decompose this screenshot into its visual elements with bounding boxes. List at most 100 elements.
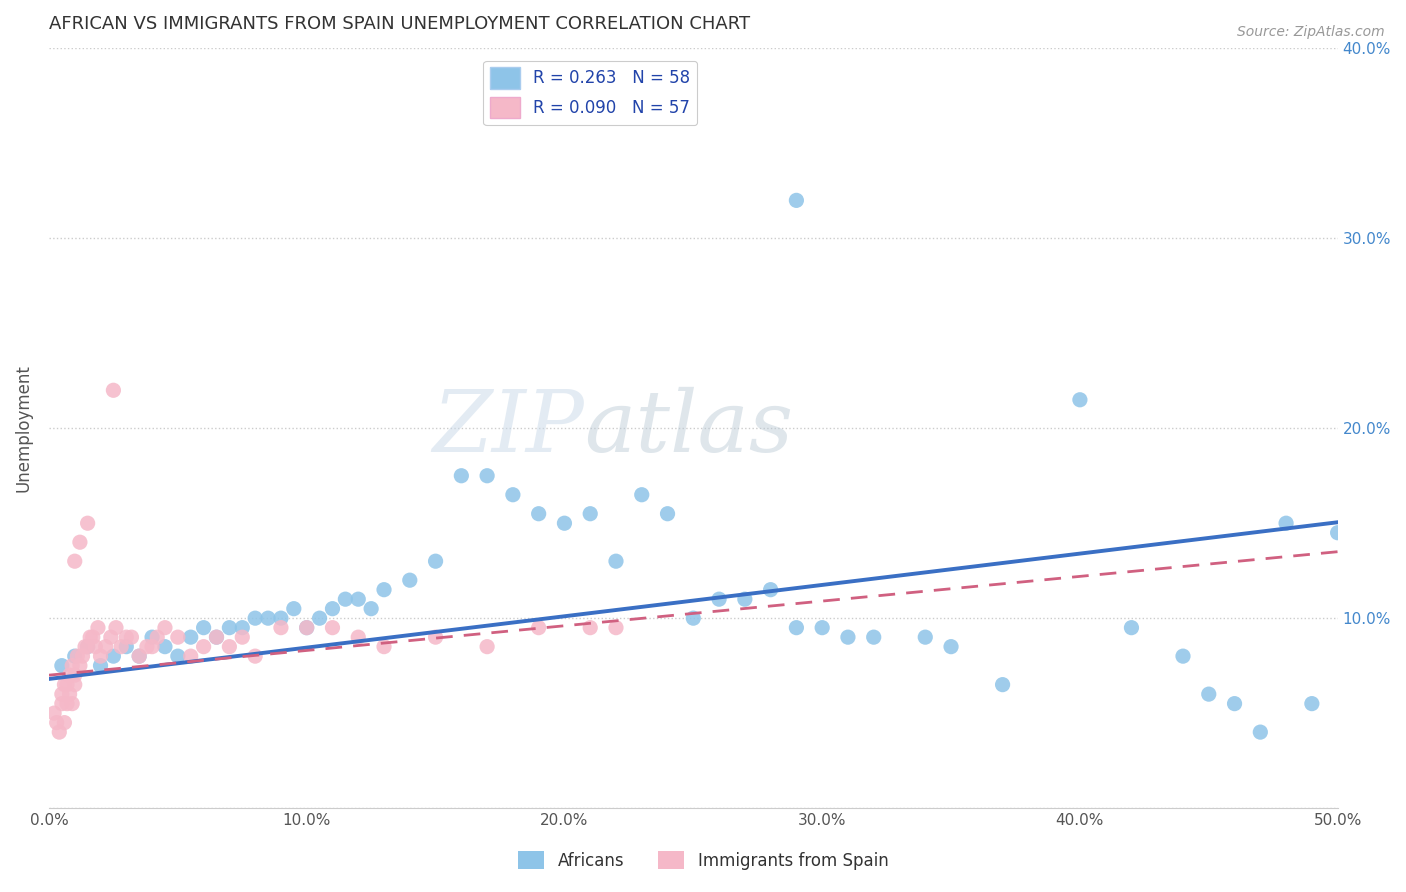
Point <box>243 649 266 664</box>
Point <box>103 649 125 664</box>
Point <box>60 697 83 711</box>
Point <box>218 640 240 654</box>
Point <box>295 621 318 635</box>
Point <box>128 649 150 664</box>
Point <box>63 668 86 682</box>
Point <box>66 649 89 664</box>
Point <box>193 640 215 654</box>
Point <box>141 640 163 654</box>
Point <box>84 640 107 654</box>
Point <box>398 573 420 587</box>
Point <box>734 592 756 607</box>
Legend: R = 0.263   N = 58, R = 0.090   N = 57: R = 0.263 N = 58, R = 0.090 N = 57 <box>484 61 697 125</box>
Point <box>373 582 395 597</box>
Legend: Africans, Immigrants from Spain: Africans, Immigrants from Spain <box>510 845 896 877</box>
Point <box>682 611 704 625</box>
Point <box>939 640 962 654</box>
Point <box>51 658 73 673</box>
Point <box>1223 697 1246 711</box>
Point <box>657 507 679 521</box>
Point <box>53 715 76 730</box>
Point <box>146 630 169 644</box>
Point <box>862 630 884 644</box>
Point <box>56 697 79 711</box>
Point <box>283 601 305 615</box>
Text: ZIP: ZIP <box>432 387 583 469</box>
Point <box>270 621 292 635</box>
Point <box>270 611 292 625</box>
Point <box>308 611 330 625</box>
Point <box>56 678 79 692</box>
Point <box>45 715 67 730</box>
Point <box>1326 525 1348 540</box>
Point <box>63 678 86 692</box>
Point <box>58 687 80 701</box>
Point <box>205 630 228 644</box>
Point <box>785 194 807 208</box>
Point <box>166 649 188 664</box>
Point <box>425 630 447 644</box>
Point <box>141 630 163 644</box>
Point <box>257 611 280 625</box>
Point <box>605 554 627 568</box>
Point <box>60 658 83 673</box>
Point <box>89 649 111 664</box>
Point <box>991 678 1014 692</box>
Point <box>231 621 253 635</box>
Text: atlas: atlas <box>583 387 793 469</box>
Point <box>63 554 86 568</box>
Point <box>914 630 936 644</box>
Point <box>82 630 104 644</box>
Point <box>73 640 96 654</box>
Point <box>63 649 86 664</box>
Point <box>502 488 524 502</box>
Point <box>1121 621 1143 635</box>
Point <box>180 649 202 664</box>
Point <box>87 621 110 635</box>
Point <box>51 697 73 711</box>
Point <box>104 621 127 635</box>
Point <box>475 640 498 654</box>
Point <box>53 678 76 692</box>
Point <box>115 630 138 644</box>
Text: Source: ZipAtlas.com: Source: ZipAtlas.com <box>1237 25 1385 39</box>
Point <box>115 640 138 654</box>
Point <box>837 630 859 644</box>
Point <box>347 630 370 644</box>
Point <box>76 640 98 654</box>
Point <box>425 554 447 568</box>
Point <box>321 621 343 635</box>
Point <box>1275 516 1298 531</box>
Point <box>72 649 94 664</box>
Point <box>94 640 117 654</box>
Point <box>785 621 807 635</box>
Point <box>48 725 70 739</box>
Point <box>76 516 98 531</box>
Point <box>193 621 215 635</box>
Point <box>321 601 343 615</box>
Point <box>128 649 150 664</box>
Point <box>1249 725 1271 739</box>
Point <box>69 535 91 549</box>
Point <box>630 488 652 502</box>
Point <box>527 621 550 635</box>
Point <box>42 706 65 720</box>
Point <box>135 640 157 654</box>
Point <box>1301 697 1323 711</box>
Point <box>475 468 498 483</box>
Point <box>527 507 550 521</box>
Point <box>360 601 382 615</box>
Point <box>231 630 253 644</box>
Point <box>335 592 357 607</box>
Point <box>205 630 228 644</box>
Point <box>153 640 176 654</box>
Point <box>295 621 318 635</box>
Point <box>347 592 370 607</box>
Point <box>218 621 240 635</box>
Point <box>110 640 132 654</box>
Point <box>120 630 142 644</box>
Point <box>51 687 73 701</box>
Point <box>373 640 395 654</box>
Text: AFRICAN VS IMMIGRANTS FROM SPAIN UNEMPLOYMENT CORRELATION CHART: AFRICAN VS IMMIGRANTS FROM SPAIN UNEMPLO… <box>49 15 749 33</box>
Point <box>89 658 111 673</box>
